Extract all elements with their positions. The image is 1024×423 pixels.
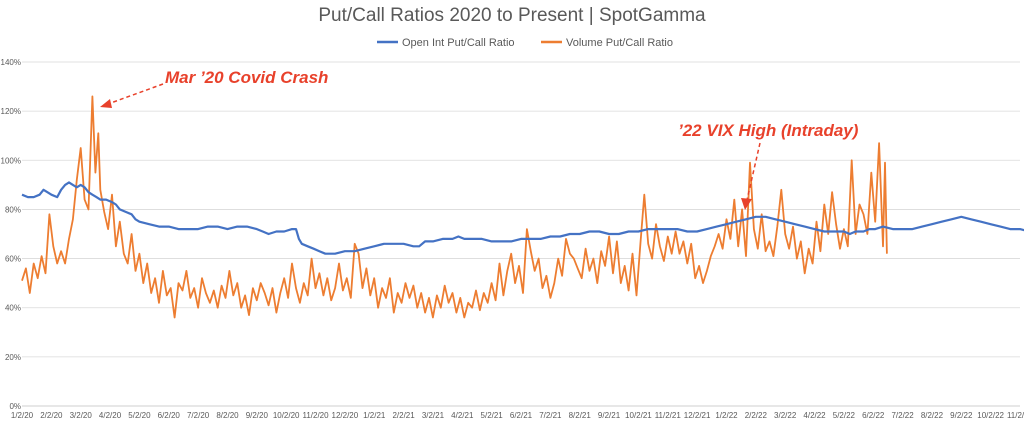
x-axis-ticks: 1/2/20 2/2/20 3/2/20 4/2/20 5/2/20 6/2/20 7/2/… [11, 411, 1024, 420]
x-tick-label: 6/2/21 [510, 411, 533, 420]
x-tick-label: 4/2/22 [803, 411, 826, 420]
x-tick-label: 7/2/22 [891, 411, 914, 420]
series-lines [21, 95, 1024, 319]
x-tick-label: 3/2/22 [774, 411, 797, 420]
x-tick-label: 5/2/22 [833, 411, 856, 420]
y-tick-label: 80% [5, 205, 21, 214]
legend-label-open-int: Open Int Put/Call Ratio [402, 37, 515, 49]
y-tick-label: 120% [1, 107, 21, 116]
x-tick-label: 8/2/20 [216, 411, 239, 420]
x-tick-label: 10/2/22 [977, 411, 1004, 420]
y-tick-label: 40% [5, 304, 21, 313]
annotation-covid: Mar ’20 Covid Crash [100, 68, 328, 108]
x-tick-label: 8/2/22 [921, 411, 944, 420]
x-tick-label: 5/2/21 [481, 411, 504, 420]
y-tick-label: 0% [9, 402, 21, 411]
x-tick-label: 9/2/21 [598, 411, 621, 420]
annotation-vix-arrowhead [741, 198, 752, 210]
annotation-vix-text: ’22 VIX High (Intraday) [678, 121, 859, 140]
legend-label-volume: Volume Put/Call Ratio [566, 37, 673, 49]
x-tick-label: 2/2/21 [392, 411, 415, 420]
x-tick-label: 2/2/20 [40, 411, 63, 420]
x-tick-label: 5/2/20 [128, 411, 151, 420]
y-tick-label: 140% [1, 58, 21, 67]
y-axis-ticks: 0% 20% 40% 60% 80% 100% 120% 140% [1, 58, 21, 411]
x-tick-label: 11/2/22 [1007, 411, 1024, 420]
gridlines [22, 61, 1020, 407]
x-tick-label: 12/2/21 [684, 411, 711, 420]
x-tick-label: 1/2/22 [715, 411, 738, 420]
x-tick-label: 9/2/20 [246, 411, 269, 420]
annotation-vix-arrow [746, 142, 761, 201]
y-tick-label: 100% [1, 156, 21, 165]
annotation-covid-arrow [107, 83, 164, 105]
x-tick-label: 7/2/20 [187, 411, 210, 420]
x-tick-label: 10/2/20 [273, 411, 300, 420]
x-tick-label: 8/2/21 [569, 411, 592, 420]
x-tick-label: 4/2/20 [99, 411, 122, 420]
x-tick-label: 7/2/21 [539, 411, 562, 420]
annotation-covid-arrowhead [100, 99, 112, 108]
x-tick-label: 2/2/22 [745, 411, 768, 420]
x-tick-label: 1/2/20 [11, 411, 34, 420]
x-tick-label: 6/2/22 [862, 411, 885, 420]
chart-title: Put/Call Ratios 2020 to Present | SpotGa… [318, 5, 706, 26]
annotation-vix: ’22 VIX High (Intraday) [678, 121, 859, 210]
series-line-volume [21, 95, 888, 319]
x-tick-label: 6/2/20 [158, 411, 181, 420]
x-tick-label: 3/2/21 [422, 411, 445, 420]
x-tick-label: 4/2/21 [451, 411, 474, 420]
y-tick-label: 60% [5, 255, 21, 264]
x-tick-label: 12/2/20 [332, 411, 359, 420]
y-tick-label: 20% [5, 353, 21, 362]
annotation-covid-text: Mar ’20 Covid Crash [165, 68, 328, 87]
x-tick-label: 11/2/21 [655, 411, 682, 420]
legend: Open Int Put/Call Ratio Volume Put/Call … [377, 37, 673, 49]
x-tick-label: 1/2/21 [363, 411, 386, 420]
x-tick-label: 9/2/22 [950, 411, 973, 420]
x-tick-label: 3/2/20 [70, 411, 93, 420]
x-tick-label: 11/2/20 [302, 411, 329, 420]
series-line-open-int [21, 181, 1024, 255]
x-tick-label: 10/2/21 [625, 411, 652, 420]
